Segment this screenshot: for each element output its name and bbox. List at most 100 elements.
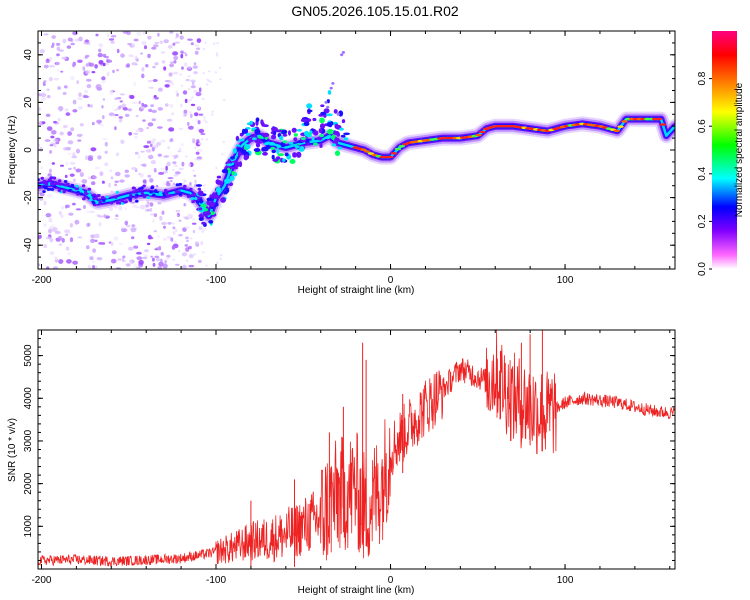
noise-speckle (194, 43, 200, 47)
signal-blob (229, 166, 234, 170)
noise-speckle (129, 260, 133, 264)
signal-blob (260, 119, 264, 126)
signal-blob (288, 130, 291, 136)
noise-speckle (43, 223, 47, 227)
signal-blob (115, 201, 120, 205)
signal-blob (57, 179, 62, 183)
signal-blob (281, 129, 288, 135)
noise-speckle (153, 230, 157, 233)
noise-speckle (185, 226, 190, 229)
noise-speckle (193, 90, 198, 93)
noise-speckle (158, 245, 162, 251)
noise-speckle (102, 53, 107, 58)
signal-peak (307, 134, 312, 138)
noise-speckle (126, 224, 131, 228)
noise-speckle (120, 139, 125, 145)
noise-speckle (91, 260, 96, 263)
noise-speckle (197, 106, 201, 110)
noise-speckle (184, 62, 188, 67)
signal-blob (81, 184, 86, 188)
signal-blob (139, 188, 144, 192)
signal-blob (105, 195, 110, 199)
signal-blob (201, 221, 206, 225)
noise-speckle (189, 237, 193, 240)
x-tick-label: 0 (388, 575, 394, 586)
noise-speckle (185, 155, 188, 158)
noise-speckle (150, 143, 153, 148)
noise-speckle (102, 98, 106, 101)
noise-speckle (162, 170, 168, 174)
noise-speckle (91, 121, 95, 126)
signal-blob (341, 119, 346, 124)
signal-blob (237, 152, 242, 157)
noise-speckle (75, 208, 82, 211)
noise-speckle (96, 214, 101, 218)
noise-speckle (204, 41, 207, 44)
signal-blob (198, 207, 203, 211)
noise-speckle (190, 42, 194, 46)
noise-speckle (61, 238, 65, 243)
noise-speckle (127, 43, 132, 45)
signal-peak (245, 132, 251, 136)
noise-speckle (113, 116, 117, 119)
noise-speckle (92, 265, 95, 269)
noise-speckle (72, 178, 76, 182)
x-tick-label: -100 (206, 575, 226, 586)
noise-speckle (133, 263, 138, 269)
signal-blob (282, 133, 288, 137)
noise-speckle (214, 71, 218, 74)
signal-blob (336, 112, 340, 116)
noise-speckle (135, 114, 139, 118)
signal-blob (135, 193, 139, 197)
noise-speckle (160, 252, 164, 256)
noise-speckle (197, 149, 203, 152)
noise-speckle (46, 126, 53, 131)
noise-speckle (85, 63, 90, 67)
signal-blob (293, 137, 298, 142)
signal-blob (268, 142, 276, 146)
signal-blob (84, 191, 88, 195)
signal-blob (82, 197, 86, 201)
noise-speckle (135, 58, 139, 62)
signal-blob (291, 127, 297, 133)
signal-peak (479, 130, 486, 134)
signal-blob (231, 171, 235, 176)
noise-speckle (187, 245, 192, 250)
noise-speckle (130, 227, 137, 233)
signal-blob (227, 178, 231, 184)
signal-blob (238, 161, 243, 168)
signal-peak (239, 138, 245, 142)
noise-speckle (151, 109, 157, 113)
noise-speckle (48, 76, 53, 82)
noise-speckle (171, 112, 175, 115)
signal-peak (621, 120, 628, 123)
noise-speckle (117, 258, 122, 261)
noise-speckle (70, 76, 75, 81)
noise-speckle (59, 107, 63, 112)
noise-speckle (148, 86, 153, 90)
noise-speckle (40, 92, 47, 98)
noise-speckle (110, 241, 114, 246)
colorbar: 0.0 0.2 0.4 0.6 0.8 Normalized spectral ampl… (697, 31, 745, 276)
noise-speckle (102, 115, 105, 120)
signal-peak (270, 146, 276, 150)
signal-blob (142, 184, 146, 188)
signal-blob (95, 194, 100, 198)
noise-speckle (161, 210, 165, 215)
noise-speckle (108, 207, 113, 212)
noise-speckle (87, 41, 91, 46)
signal-blob (275, 129, 283, 133)
noise-speckle (157, 107, 163, 111)
noise-speckle (108, 38, 115, 41)
noise-speckle (154, 96, 159, 100)
noise-speckle (184, 180, 187, 183)
noise-speckle (139, 173, 144, 178)
noise-speckle (62, 38, 67, 44)
signal-blob (190, 193, 195, 197)
signal-peak (331, 143, 337, 147)
noise-speckle (174, 171, 181, 175)
signal-peak (264, 142, 269, 146)
noise-speckle (58, 243, 63, 246)
noise-speckle (92, 248, 96, 253)
noise-speckle (104, 215, 110, 219)
